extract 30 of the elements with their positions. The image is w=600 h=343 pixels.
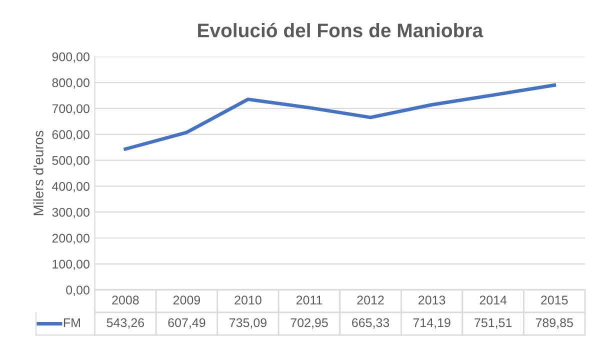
- y-tick-label: 0,00: [66, 286, 90, 296]
- y-tick-label: 400,00: [52, 182, 90, 192]
- x-tick-label: 2010: [234, 296, 262, 305]
- y-tick-label: 600,00: [52, 130, 90, 140]
- legend-label: FM: [64, 318, 80, 328]
- data-label: 607,49: [168, 318, 206, 329]
- chart-title: Evolució del Fons de Maniobra: [198, 22, 484, 38]
- y-tick-label: 800,00: [52, 78, 90, 89]
- data-label: 735,09: [230, 318, 267, 329]
- data-label: 702,95: [290, 318, 328, 329]
- line-series: [124, 83, 556, 151]
- y-tick-label: 300,00: [52, 208, 90, 218]
- x-tick-label: 2015: [541, 296, 568, 305]
- x-tick-label: 2008: [112, 296, 139, 305]
- data-label: 751,51: [474, 318, 512, 329]
- data-label: 789,85: [536, 318, 573, 329]
- x-tick-label: 2013: [418, 296, 446, 305]
- x-tick-label: 2014: [480, 296, 507, 305]
- x-tick-label: 2012: [357, 296, 384, 305]
- y-tick-label: 700,00: [52, 104, 90, 115]
- y-tick-label: 100,00: [52, 260, 90, 270]
- data-label: 543,26: [106, 318, 144, 329]
- data-label: 665,33: [352, 318, 390, 329]
- y-tick-label: 500,00: [52, 156, 90, 166]
- x-tick-label: 2011: [296, 296, 322, 305]
- data-label: 714,19: [413, 318, 450, 329]
- y-tick-label: 200,00: [52, 234, 90, 244]
- y-axis-title: Milers d'euros: [33, 130, 44, 216]
- y-tick-label: 900,00: [52, 52, 90, 63]
- x-tick-label: 2009: [173, 296, 200, 305]
